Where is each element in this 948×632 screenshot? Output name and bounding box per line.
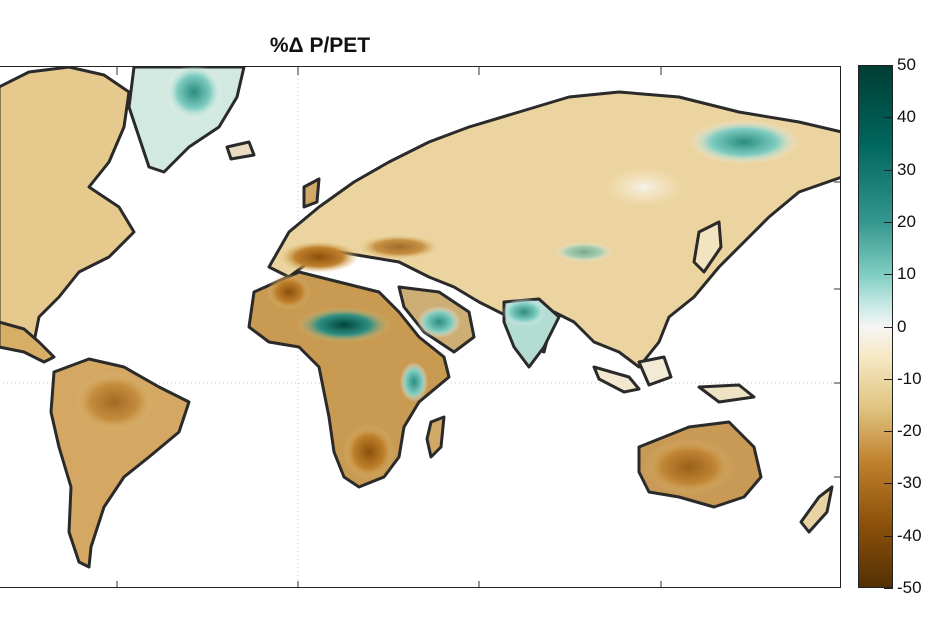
borneo bbox=[637, 355, 673, 387]
frame-ticks bbox=[116, 67, 840, 587]
colorbar-tickmark bbox=[884, 535, 893, 537]
colorbar-tick-label: 20 bbox=[897, 211, 916, 231]
land-outlines bbox=[0, 67, 840, 569]
colorbar-tickmark bbox=[884, 65, 893, 66]
colorbar-tickmark bbox=[884, 588, 893, 589]
map-title: %Δ P/PET bbox=[269, 34, 371, 57]
colorbar-tickmark bbox=[884, 431, 893, 433]
colorbar-tick-label: -40 bbox=[897, 525, 922, 545]
colorbar-tick-label: 50 bbox=[897, 55, 916, 74]
colorbar-tick-label: 40 bbox=[897, 107, 916, 127]
colorbar-tick-label: 0 bbox=[897, 316, 907, 336]
colorbar-tick-label: -10 bbox=[897, 368, 922, 388]
new-zealand bbox=[799, 485, 834, 534]
new-guinea bbox=[697, 383, 756, 404]
north-america bbox=[0, 67, 136, 344]
colorbar-tickmark bbox=[884, 274, 893, 276]
colorbar-tick-label: -50 bbox=[897, 578, 922, 597]
colorbar-tickmark bbox=[884, 326, 893, 328]
british-isles bbox=[302, 177, 321, 209]
colorbar-tick-label: -20 bbox=[897, 421, 922, 441]
central-america bbox=[0, 320, 56, 364]
colorbar-tick-label: -30 bbox=[897, 473, 922, 493]
colorbar-tickmark bbox=[884, 169, 893, 171]
map-canvas bbox=[0, 67, 840, 587]
eurasia bbox=[267, 90, 840, 369]
anomaly-shading bbox=[74, 67, 799, 495]
sumatra bbox=[592, 365, 641, 394]
colorbar-tickmark bbox=[884, 221, 893, 223]
colorbar-tickmark bbox=[884, 117, 893, 119]
colorbar-tickmark bbox=[884, 378, 893, 380]
japan bbox=[692, 220, 723, 274]
colorbar-tick-label: 10 bbox=[897, 264, 916, 284]
colorbar-tickmark bbox=[884, 483, 893, 485]
colorbar-tick-label: 30 bbox=[897, 159, 916, 179]
iceland bbox=[225, 140, 256, 161]
world-map bbox=[0, 66, 841, 588]
madagascar bbox=[425, 415, 446, 459]
